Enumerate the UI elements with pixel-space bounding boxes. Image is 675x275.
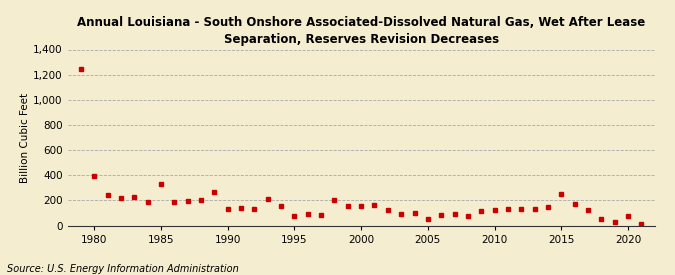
Text: Source: U.S. Energy Information Administration: Source: U.S. Energy Information Administ… (7, 264, 238, 274)
Y-axis label: Billion Cubic Feet: Billion Cubic Feet (20, 92, 30, 183)
Title: Annual Louisiana - South Onshore Associated-Dissolved Natural Gas, Wet After Lea: Annual Louisiana - South Onshore Associa… (77, 16, 645, 46)
